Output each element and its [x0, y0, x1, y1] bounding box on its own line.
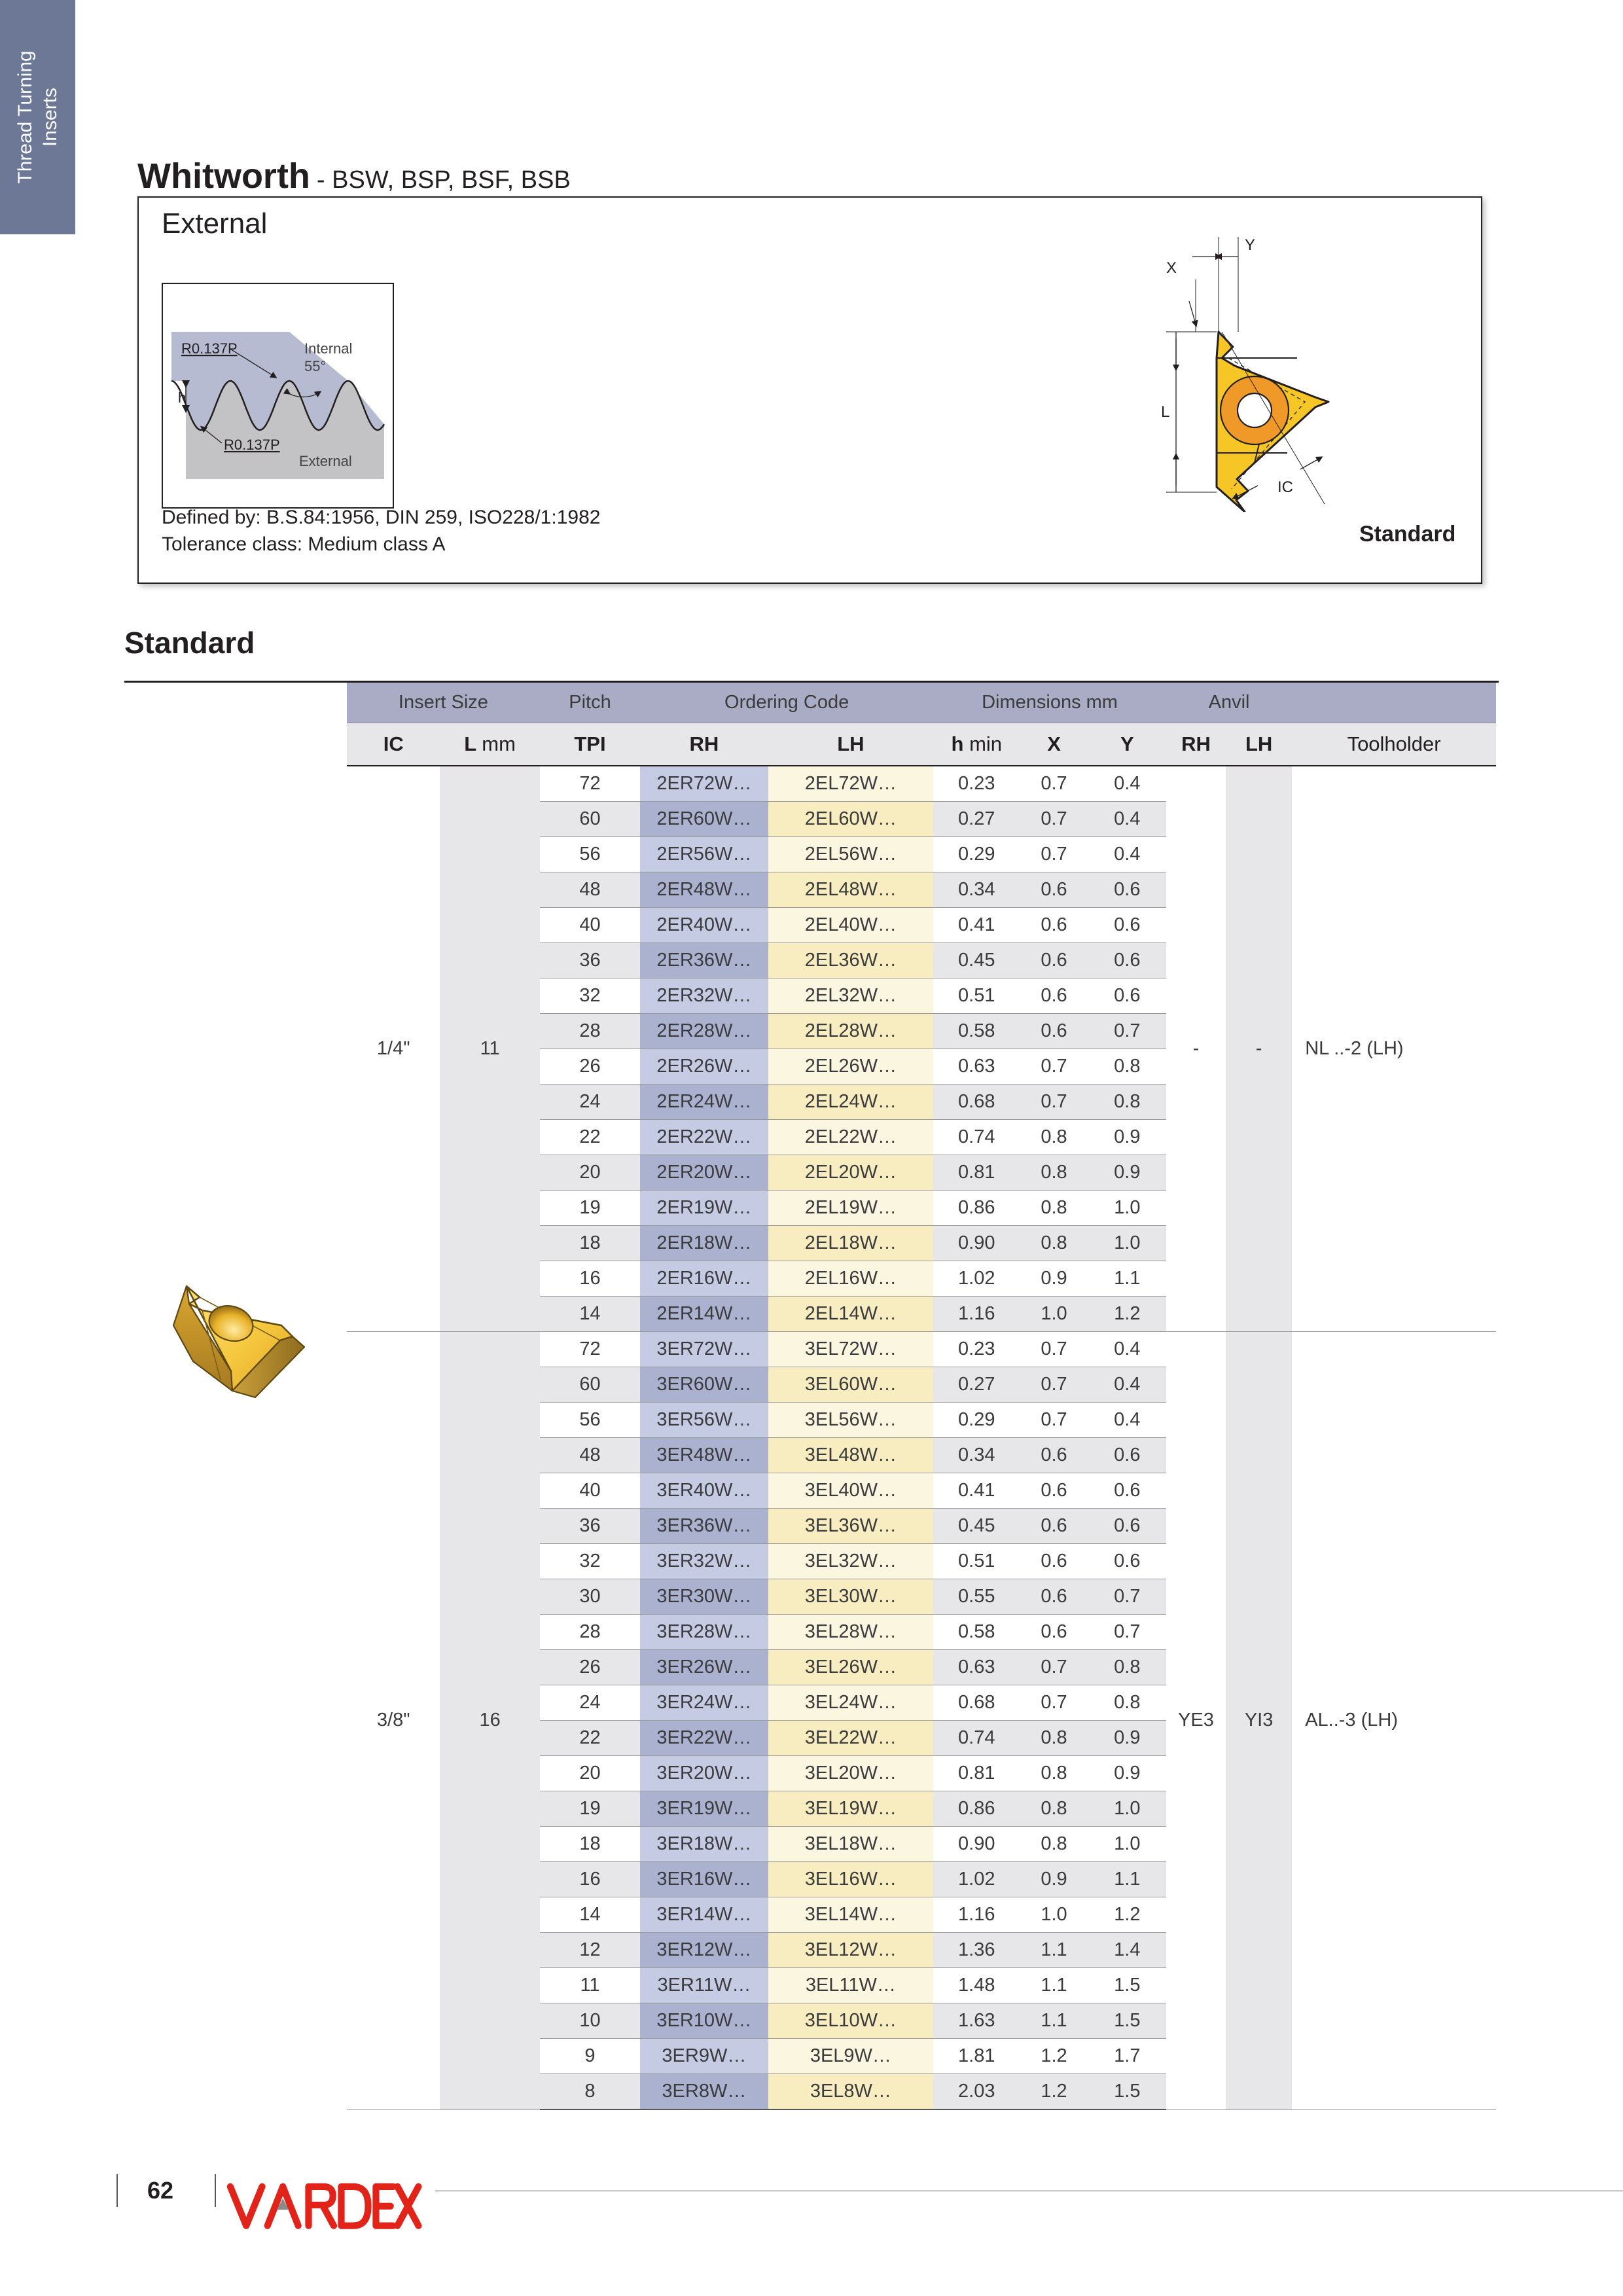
svg-text:IC: IC: [1277, 478, 1293, 496]
svg-text:External: External: [299, 453, 352, 469]
svg-text:R0.137P: R0.137P: [224, 437, 280, 453]
svg-text:Y: Y: [1245, 236, 1255, 254]
svg-text:h: h: [178, 389, 186, 406]
svg-text:Internal: Internal: [304, 340, 352, 357]
svg-text:55°: 55°: [304, 358, 326, 374]
svg-text:X: X: [1166, 259, 1177, 277]
svg-text:L: L: [1161, 403, 1169, 421]
